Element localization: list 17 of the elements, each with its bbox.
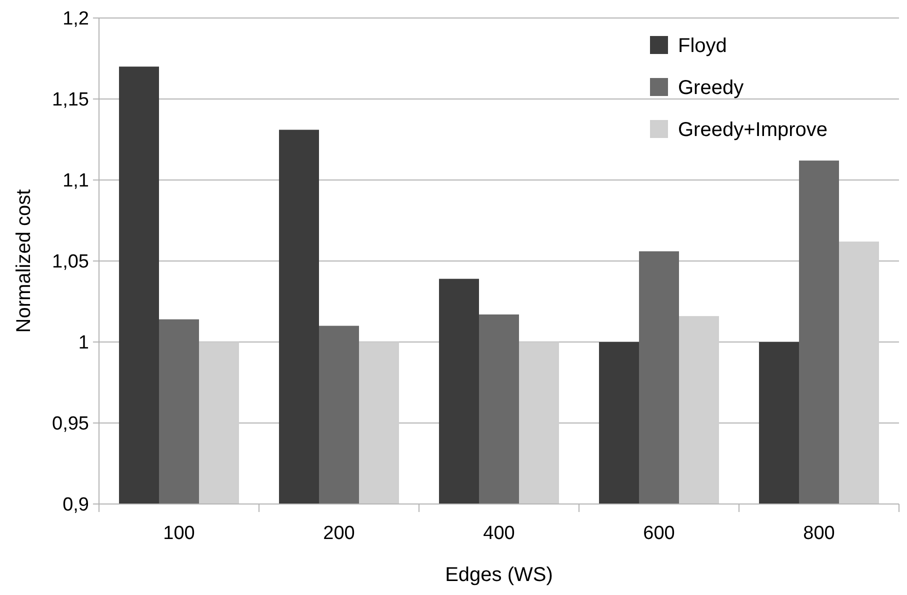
y-tick-label: 0,9 (62, 494, 89, 516)
x-tick-label: 600 (643, 523, 675, 544)
legend-label: Greedy (678, 77, 744, 99)
y-tick-label: 0,95 (52, 414, 89, 435)
x-tick-label: 100 (163, 523, 195, 544)
y-tick-label: 1,15 (52, 90, 89, 111)
y-tick-label: 1,2 (62, 8, 89, 30)
legend-label: Floyd (678, 35, 727, 57)
y-tick-label: 1,1 (62, 170, 89, 192)
y-axis-title: Normalized cost (13, 188, 35, 333)
x-tick-label: 400 (483, 523, 515, 544)
y-tick-label: 1 (78, 332, 89, 354)
x-axis-title: Edges (WS) (445, 564, 553, 586)
x-tick-label: 800 (803, 523, 835, 544)
x-tick-label: 200 (323, 523, 355, 544)
y-tick-label: 1,05 (52, 252, 89, 273)
legend-label: Greedy+Improve (678, 119, 828, 141)
